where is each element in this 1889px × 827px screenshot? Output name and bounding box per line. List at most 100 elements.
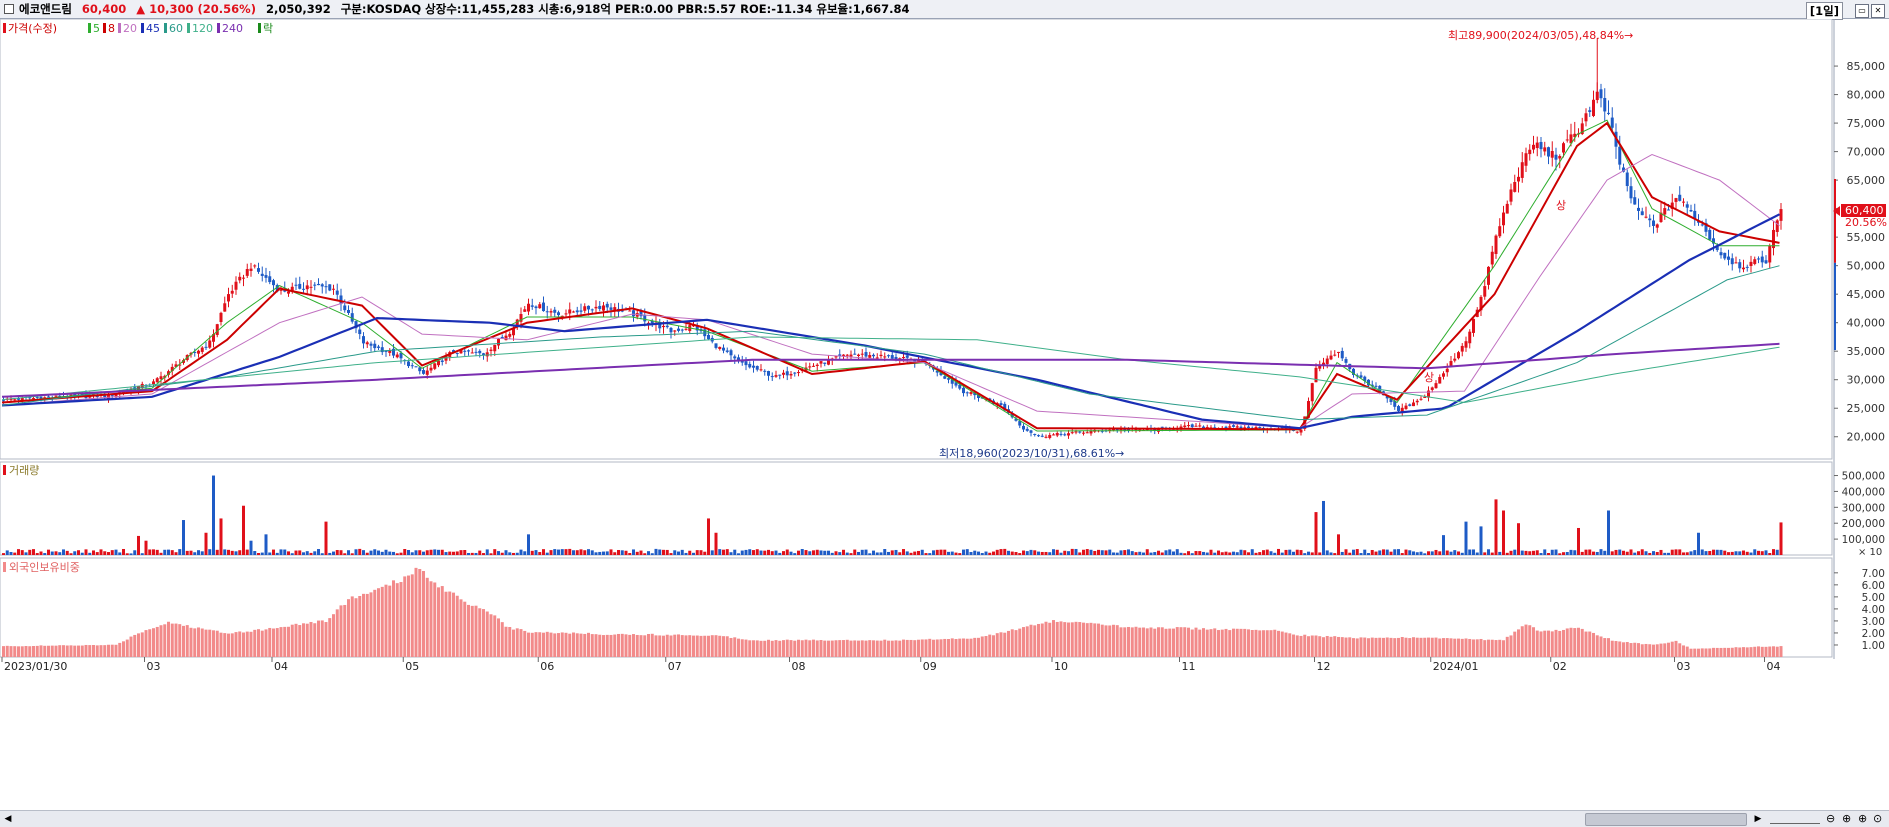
candle-body <box>332 288 335 290</box>
foreign-bar <box>1217 630 1220 657</box>
volume-bar <box>377 550 380 555</box>
candle-body <box>1310 383 1314 402</box>
volume-bar <box>474 552 478 555</box>
foreign-y-tick-label: 4.00 <box>1862 604 1885 616</box>
select-checkbox[interactable] <box>4 4 14 14</box>
stock-header-bar: 에코앤드림 60,400 ▲ 10,300 (20.56%) 2,050,392… <box>0 0 1889 20</box>
foreign-bar <box>1337 636 1340 657</box>
foreign-bar <box>1130 627 1134 657</box>
volume-bar <box>1487 549 1490 555</box>
foreign-bar <box>519 629 523 657</box>
volume-bar <box>1280 552 1284 555</box>
foreign-bar <box>1535 630 1539 657</box>
foreign-bar <box>1757 646 1760 657</box>
foreign-bar <box>755 640 759 657</box>
candle-body <box>1558 156 1562 159</box>
candle-body <box>560 315 564 317</box>
candle-body <box>317 283 320 286</box>
period-selector[interactable]: [1일] <box>1805 2 1843 20</box>
volume-bar <box>1183 553 1187 555</box>
candle-body <box>257 268 260 272</box>
foreign-bar <box>1595 635 1599 657</box>
foreign-bar <box>1640 644 1644 657</box>
foreign-bar <box>1689 648 1693 657</box>
candle-body <box>1562 143 1565 153</box>
volume-bar <box>380 551 384 555</box>
chart-canvas[interactable]: 20,000 25,000 30,000 35,000 40,000 45,000 50,0… <box>0 19 1889 810</box>
candle-body <box>879 354 883 357</box>
volume-bar <box>384 549 388 555</box>
volume-bar <box>699 550 703 555</box>
foreign-bar <box>710 635 714 657</box>
foreign-bar <box>1404 637 1408 657</box>
scroll-right-arrow-icon[interactable]: ▶ <box>1754 814 1762 824</box>
candle-body <box>1228 426 1232 428</box>
zoom-slider[interactable] <box>1770 814 1820 824</box>
scroll-left-arrow-icon[interactable]: ◀ <box>4 814 12 824</box>
volume-bar <box>1265 549 1269 555</box>
volume-bar <box>1689 551 1693 555</box>
volume-bar <box>1670 549 1674 555</box>
foreign-bar <box>635 634 639 657</box>
foreign-bar <box>819 640 823 657</box>
volume-bar <box>665 549 669 555</box>
candle-body <box>1408 404 1412 406</box>
candle-body <box>1655 224 1659 228</box>
foreign-bar <box>823 640 827 657</box>
volume-bar <box>80 552 84 555</box>
volume-bar <box>804 550 808 555</box>
candle-body <box>1213 427 1217 429</box>
zoom-in-icon[interactable]: ⊕ <box>1858 812 1868 825</box>
volume-bar <box>1494 499 1498 555</box>
stock-name[interactable]: 에코앤드림 <box>19 2 72 16</box>
candle-body <box>1247 426 1250 429</box>
horizontal-scrollbar[interactable]: ◀ ▶ ⊖ ⊕ ⊕ ⊙ <box>0 810 1889 827</box>
foreign-title: 외국인보유비중 <box>9 561 80 574</box>
volume-bar <box>969 551 973 555</box>
zoom-out-icon[interactable]: ⊖ <box>1826 812 1836 825</box>
candle-body <box>208 340 212 348</box>
foreign-bar <box>343 604 347 657</box>
candle-body <box>1040 435 1044 437</box>
foreign-bar <box>249 631 253 657</box>
foreign-bar <box>1629 643 1633 657</box>
volume-bar <box>1389 551 1393 555</box>
foreign-bar <box>347 599 350 657</box>
volume-bar <box>1078 552 1082 555</box>
foreign-bar <box>718 635 722 657</box>
candle-body <box>1393 400 1397 407</box>
foreign-bar <box>680 635 684 657</box>
candle-body <box>234 281 238 290</box>
x-axis-label: 04 <box>274 660 288 673</box>
foreign-bar <box>167 621 170 657</box>
zoom-reset-icon[interactable]: ⊕ <box>1842 812 1852 825</box>
candle-body <box>1644 216 1648 218</box>
foreign-bar <box>1644 643 1648 657</box>
foreign-bar <box>1123 627 1127 657</box>
candle-body <box>759 369 763 371</box>
candle-body <box>549 311 553 313</box>
volume-bar <box>650 553 654 555</box>
foreign-bar <box>1138 627 1142 657</box>
foreign-bar <box>1243 628 1247 657</box>
volume-bar <box>553 549 557 555</box>
foreign-bar <box>1044 621 1048 657</box>
foreign-bar <box>1224 628 1228 657</box>
foreign-bar <box>1033 625 1037 657</box>
candle-body <box>114 394 118 397</box>
close-window-icon[interactable]: ✕ <box>1871 4 1885 18</box>
foreign-legend: 외국인보유비중 <box>3 561 80 574</box>
candle-body <box>1205 427 1209 429</box>
restore-window-icon[interactable]: ▭ <box>1855 4 1869 18</box>
volume-bar <box>1239 549 1243 555</box>
candle-body <box>1468 331 1472 344</box>
foreign-bar <box>95 645 99 657</box>
scroll-thumb[interactable] <box>1585 813 1747 826</box>
zoom-fit-icon[interactable]: ⊙ <box>1873 812 1883 825</box>
foreign-bar <box>1712 647 1715 657</box>
volume-bar <box>1764 550 1768 555</box>
candle-body <box>410 365 414 367</box>
foreign-bar <box>62 645 65 657</box>
volume-bar <box>1145 549 1149 555</box>
candle-body <box>894 356 898 360</box>
